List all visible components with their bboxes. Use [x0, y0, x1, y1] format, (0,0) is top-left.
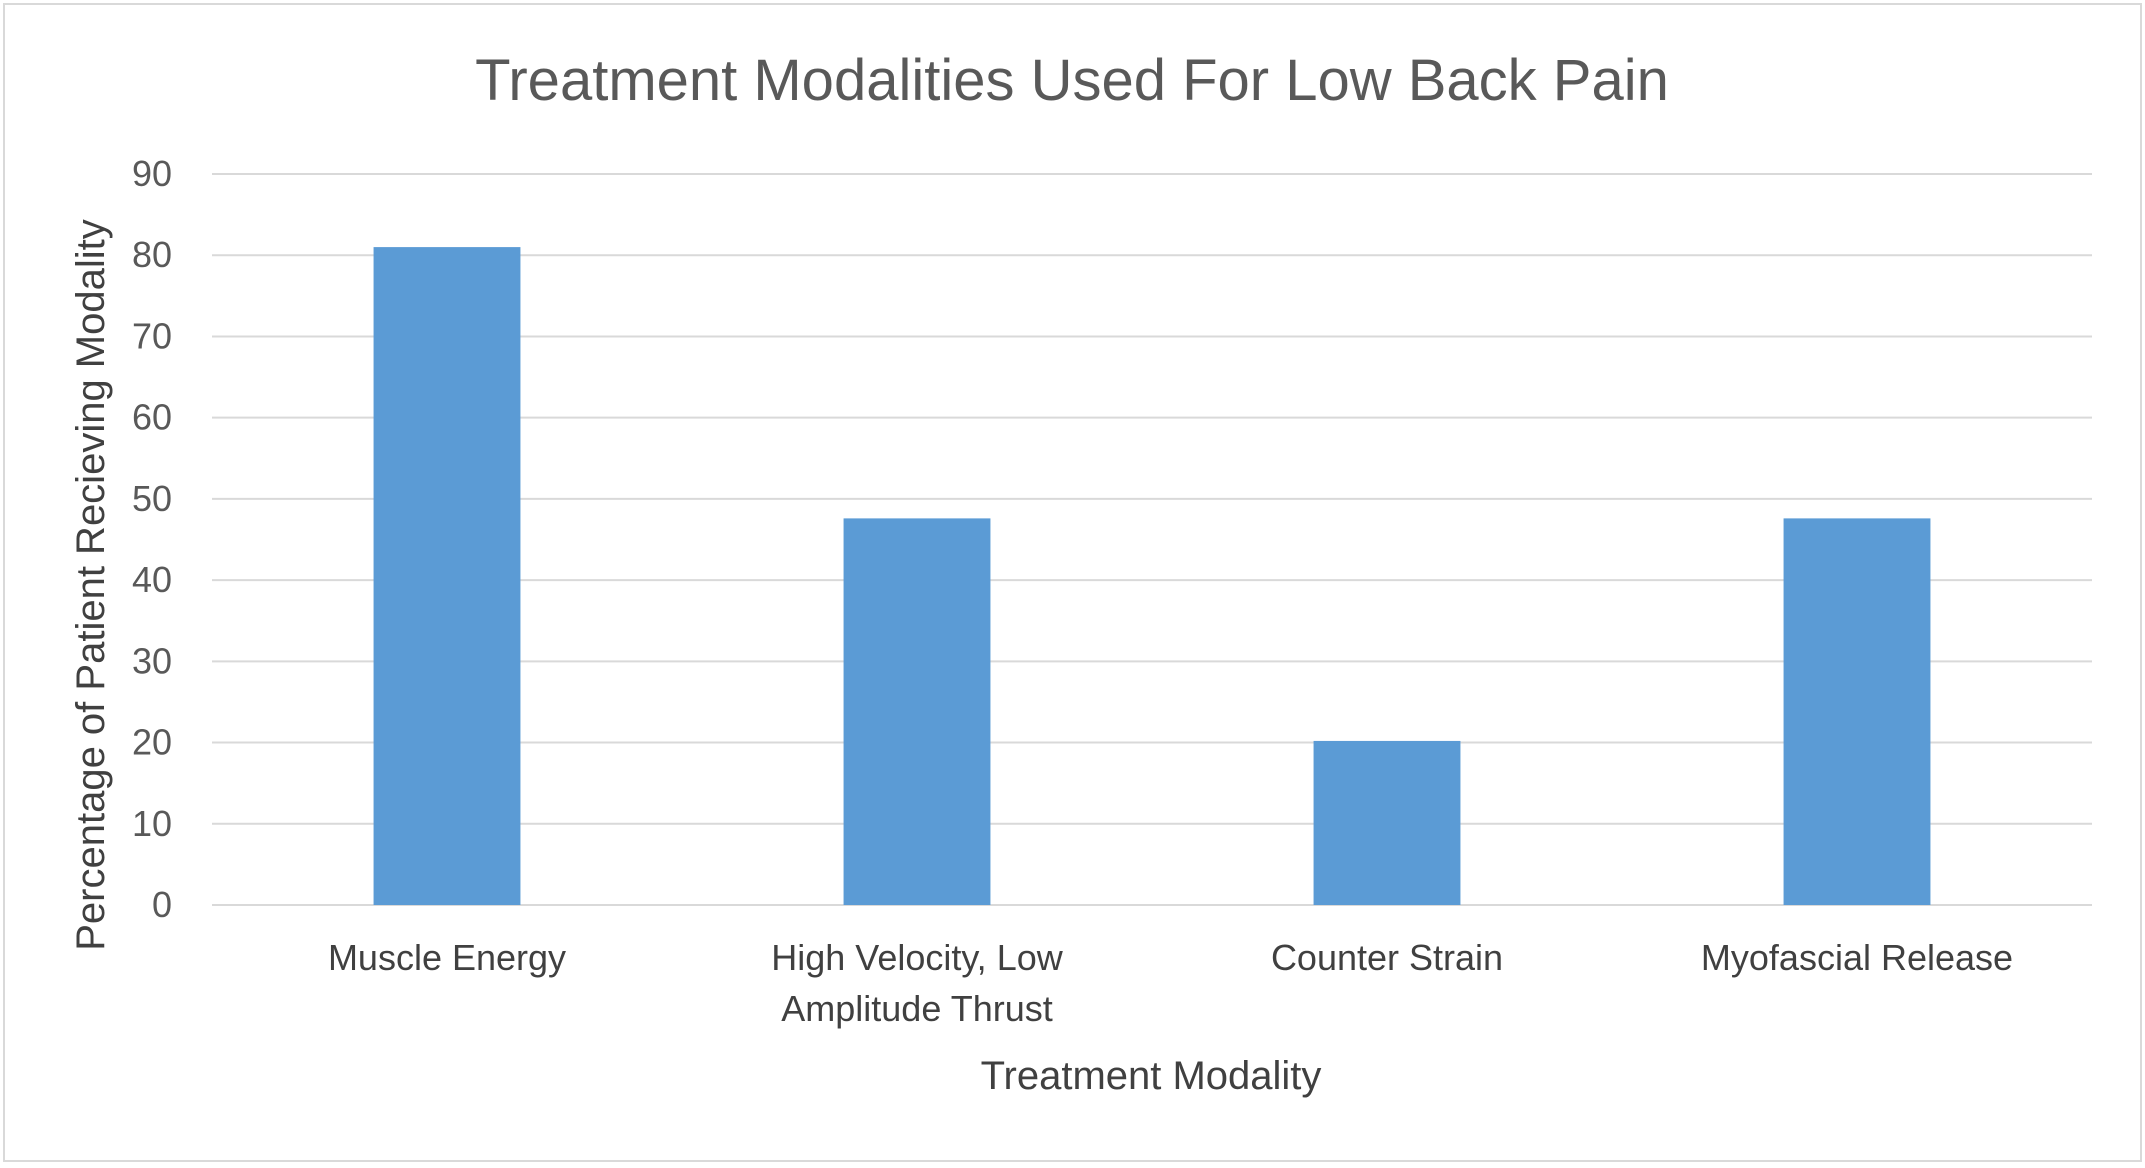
x-category-label: High Velocity, Low Amplitude Thrust: [771, 937, 1063, 1029]
gridlines: [212, 173, 2092, 906]
y-tick-label: 60: [132, 397, 172, 438]
chart-title: Treatment Modalities Used For Low Back P…: [475, 48, 1669, 113]
y-tick-label: 30: [132, 640, 172, 681]
x-axis-category-labels: Muscle Energy High Velocity, Low Amplitude…: [328, 937, 2013, 1029]
bar-2: [1313, 740, 1461, 905]
bar-0: [373, 247, 521, 906]
y-tick-label: 50: [132, 478, 172, 519]
x-category-label-line: Myofascial Release: [1701, 937, 2013, 978]
y-tick-label: 80: [132, 234, 172, 275]
bar-3: [1783, 518, 1931, 905]
bar-1: [843, 518, 991, 905]
y-tick-label: 70: [132, 315, 172, 356]
y-tick-label: 10: [132, 803, 172, 844]
x-category-label: Counter Strain: [1271, 937, 1503, 978]
x-category-label: Muscle Energy: [328, 937, 566, 978]
bars: [373, 247, 1931, 906]
y-tick-label: 90: [132, 153, 172, 194]
x-category-label-line: Counter Strain: [1271, 937, 1503, 978]
y-axis-ticks: 0 10 20 30 40 50 60 70 80 90: [132, 153, 172, 925]
x-category-label-line: High Velocity, Low: [771, 937, 1063, 978]
y-tick-label: 0: [152, 884, 172, 925]
x-category-label-line: Amplitude Thrust: [781, 988, 1052, 1029]
x-category-label-line: Muscle Energy: [328, 937, 566, 978]
x-category-label: Myofascial Release: [1701, 937, 2013, 978]
y-axis-title: Percentage of Patient Recieving Modality: [69, 219, 113, 951]
y-tick-label: 40: [132, 559, 172, 600]
x-axis-title: Treatment Modality: [981, 1054, 1322, 1098]
y-tick-label: 20: [132, 722, 172, 763]
